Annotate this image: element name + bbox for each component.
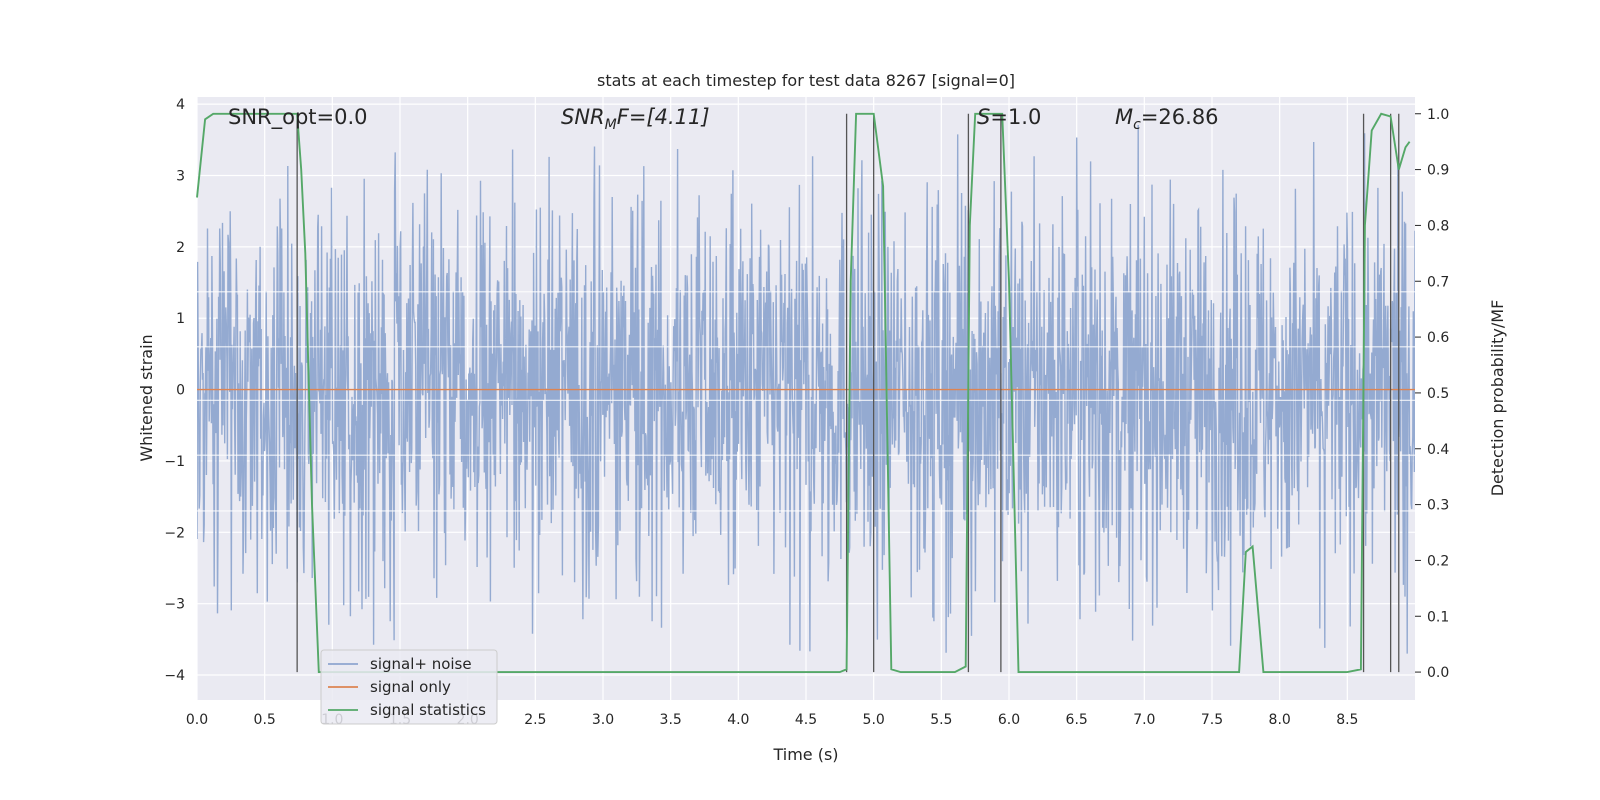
legend-label-signal-statistics: signal statistics (370, 701, 486, 719)
x-tick-label: 6.0 (998, 712, 1020, 728)
x-tick-label: 0.5 (254, 712, 276, 728)
noise-line (197, 124, 1415, 654)
annotation-snr-opt: SNR_opt=0.0 (228, 105, 368, 130)
y2-tick-label: 0.9 (1427, 163, 1449, 179)
y2-tick-label: 0.3 (1427, 498, 1449, 514)
x-tick-label: 8.0 (1269, 712, 1291, 728)
chart-title: stats at each timestep for test data 826… (597, 71, 1015, 90)
annotation-mc: Mc=26.86 (1115, 105, 1219, 133)
x-tick-label: 7.5 (1201, 712, 1223, 728)
y2-tick-label: 0.0 (1427, 665, 1449, 681)
y-tick-label: −2 (164, 525, 185, 541)
x-tick-label: 6.5 (1066, 712, 1088, 728)
y-axis-label: Whitened strain (137, 334, 156, 461)
x-tick-label: 0.0 (186, 712, 208, 728)
y2-tick-label: 0.1 (1427, 609, 1449, 625)
y-tick-label: −1 (164, 454, 185, 470)
y2-tick-label: 1.0 (1427, 107, 1449, 123)
y2-tick-label: 0.6 (1427, 330, 1449, 346)
y-tick-label: 2 (176, 240, 185, 256)
x-axis-label: Time (s) (772, 745, 838, 764)
x-tick-label: 8.5 (1336, 712, 1358, 728)
x-tick-label: 4.5 (795, 712, 817, 728)
y2-tick-label: 0.2 (1427, 553, 1449, 569)
y-tick-label: 4 (176, 97, 185, 113)
legend: signal+ noise signal only signal statist… (320, 649, 498, 725)
x-tick-label: 5.0 (863, 712, 885, 728)
x-tick-label: 3.0 (592, 712, 614, 728)
vertical-markers (296, 113, 1400, 673)
y-tick-label: −3 (164, 597, 185, 613)
y2-tick-label: 0.7 (1427, 274, 1449, 290)
x-tick-label: 5.5 (930, 712, 952, 728)
legend-label-signal-only: signal only (370, 678, 451, 696)
y2-tick-label: 0.4 (1427, 442, 1449, 458)
annotation-s: S=1.0 (977, 105, 1041, 129)
y2-tick-label: 0.8 (1427, 218, 1449, 234)
legend-label-signal-noise: signal+ noise (370, 655, 472, 673)
series-signal-noise (197, 124, 1415, 654)
legend-box (320, 649, 498, 725)
x-tick-label: 7.0 (1133, 712, 1155, 728)
y-tick-label: −4 (164, 668, 185, 684)
annotation-snr-mf: SNRMF=[4.11] (561, 105, 710, 133)
y2-tick-label: 0.5 (1427, 386, 1449, 402)
x-tick-label: 3.5 (660, 712, 682, 728)
x-tick-label: 4.0 (727, 712, 749, 728)
y2-axis-label: Detection probability/MF (1488, 300, 1507, 497)
x-tick-label: 2.5 (524, 712, 546, 728)
y-tick-label: 0 (176, 383, 185, 399)
y-tick-label: 1 (176, 311, 185, 327)
y-tick-label: 3 (176, 168, 185, 184)
series-signal-statistics (196, 112, 1411, 674)
